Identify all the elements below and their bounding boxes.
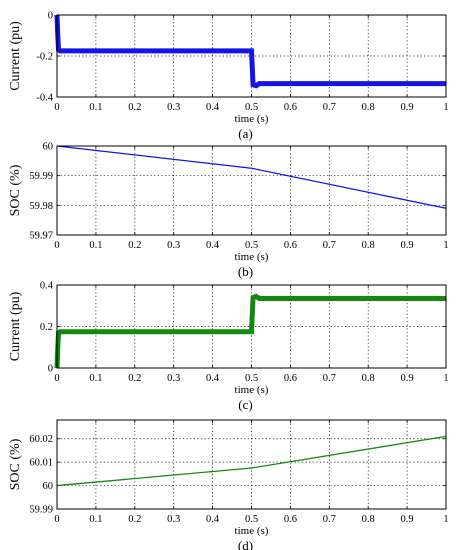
y-tick-label: 59.99 (29, 171, 53, 182)
x-tick-label: 1 (443, 102, 448, 113)
y-tick-label: 0 (48, 11, 53, 22)
plot-frame (56, 284, 447, 369)
x-tick-label: 0.3 (167, 514, 180, 525)
series-line-1 (56, 145, 447, 209)
x-tick-label: 0.8 (362, 373, 375, 384)
x-tick-label: 0.7 (323, 373, 336, 384)
x-axis-label: time (s) (235, 384, 269, 396)
panel-caption: (a) (238, 126, 252, 141)
x-axis-label: time (s) (235, 525, 269, 537)
y-axis-label: Current (pu) (8, 291, 23, 361)
x-tick-label: 0 (54, 373, 59, 384)
y-tick-label: 60.01 (29, 458, 53, 469)
x-tick-label: 0.6 (284, 514, 297, 525)
y-tick-label: 0.4 (40, 281, 54, 292)
panel-caption: (d) (238, 538, 253, 550)
y-tick-label: 59.99 (29, 505, 53, 516)
x-tick-label: 0.6 (284, 240, 297, 251)
y-tick-label: 59.97 (29, 231, 53, 242)
panel-caption: (c) (238, 397, 252, 412)
x-tick-label: 0.1 (89, 514, 102, 525)
x-tick-label: 0.2 (128, 373, 141, 384)
x-tick-label: 0.9 (401, 514, 414, 525)
x-tick-label: 0.8 (362, 240, 375, 251)
series-line-1 (54, 14, 446, 89)
x-tick-label: 0.9 (401, 373, 414, 384)
x-axis-label: time (s) (235, 251, 269, 263)
x-tick-label: 0.3 (167, 102, 180, 113)
panel-caption: (b) (238, 264, 253, 279)
x-tick-label: 0.6 (284, 102, 297, 113)
chart-panel-4: 0 0.1 0.2 0.3 0.4 0.5 0.6 0.7 0.8 0.9 1 60.02 60.01 6… (8, 419, 449, 550)
x-tick-label: 0 (54, 102, 59, 113)
x-tick-label: 0.3 (167, 373, 180, 384)
x-tick-label: 0.9 (401, 102, 414, 113)
x-tick-label: 0.5 (245, 373, 258, 384)
x-tick-label: 0.8 (362, 102, 375, 113)
y-tick-label: 60.02 (29, 434, 53, 445)
x-tick-label: 1 (443, 514, 448, 525)
x-tick-label: 0.1 (89, 240, 102, 251)
x-tick-label: 0.2 (128, 102, 141, 113)
y-tick-label: 60 (43, 481, 54, 492)
y-tick-label: -0.4 (36, 93, 53, 104)
x-axis-label: time (s) (235, 113, 269, 125)
x-tick-label: 0.9 (401, 240, 414, 251)
chart-panel-2: 0 0.1 0.2 0.3 0.4 0.5 0.6 0.7 0.8 0.9 1 60 59.99 59.9… (8, 142, 449, 280)
x-tick-label: 0.1 (89, 373, 102, 384)
x-tick-label: 1 (443, 373, 448, 384)
plot-frame (56, 419, 447, 510)
y-tick-label: 0.2 (40, 322, 53, 333)
y-tick-label: 60 (43, 142, 54, 153)
x-tick-label: 0.2 (128, 240, 141, 251)
x-tick-label: 0.3 (167, 240, 180, 251)
x-tick-label: 0 (54, 240, 59, 251)
x-tick-label: 0.7 (323, 240, 336, 251)
series-line-1 (56, 435, 447, 487)
x-tick-label: 0.1 (89, 102, 102, 113)
x-tick-label: 0.4 (206, 240, 220, 251)
x-tick-label: 0.5 (245, 240, 258, 251)
y-tick-label: -0.2 (36, 52, 53, 63)
x-tick-label: 0.4 (206, 514, 220, 525)
y-tick-label: 59.98 (29, 201, 53, 212)
y-tick-label: 0 (48, 364, 53, 375)
x-tick-label: 0.5 (245, 514, 258, 525)
x-tick-label: 0.7 (323, 102, 336, 113)
x-tick-label: 0.6 (284, 373, 297, 384)
x-tick-label: 0.5 (245, 102, 258, 113)
x-tick-label: 0.7 (323, 514, 336, 525)
series-line-1 (54, 293, 446, 369)
plot-frame (56, 14, 447, 98)
plot-frame (56, 145, 447, 236)
x-tick-label: 1 (443, 240, 448, 251)
x-tick-label: 0.2 (128, 514, 141, 525)
chart-panel-3: 0 0.1 0.2 0.3 0.4 0.5 0.6 0.7 0.8 0.9 1 0.4 0.2 0 time… (8, 281, 449, 413)
x-tick-label: 0.4 (206, 102, 220, 113)
x-tick-label: 0.4 (206, 373, 220, 384)
y-axis-label: SOC (%) (8, 164, 23, 216)
y-axis-label: Current (pu) (8, 21, 23, 91)
chart-panel-1: 0 0.1 0.2 0.3 0.4 0.5 0.6 0.7 0.8 0.9 1 0 -0.2 -0.4 ti… (8, 11, 449, 142)
y-axis-label: SOC (%) (8, 438, 23, 490)
x-tick-label: 0 (54, 514, 59, 525)
x-tick-label: 0.8 (362, 514, 375, 525)
